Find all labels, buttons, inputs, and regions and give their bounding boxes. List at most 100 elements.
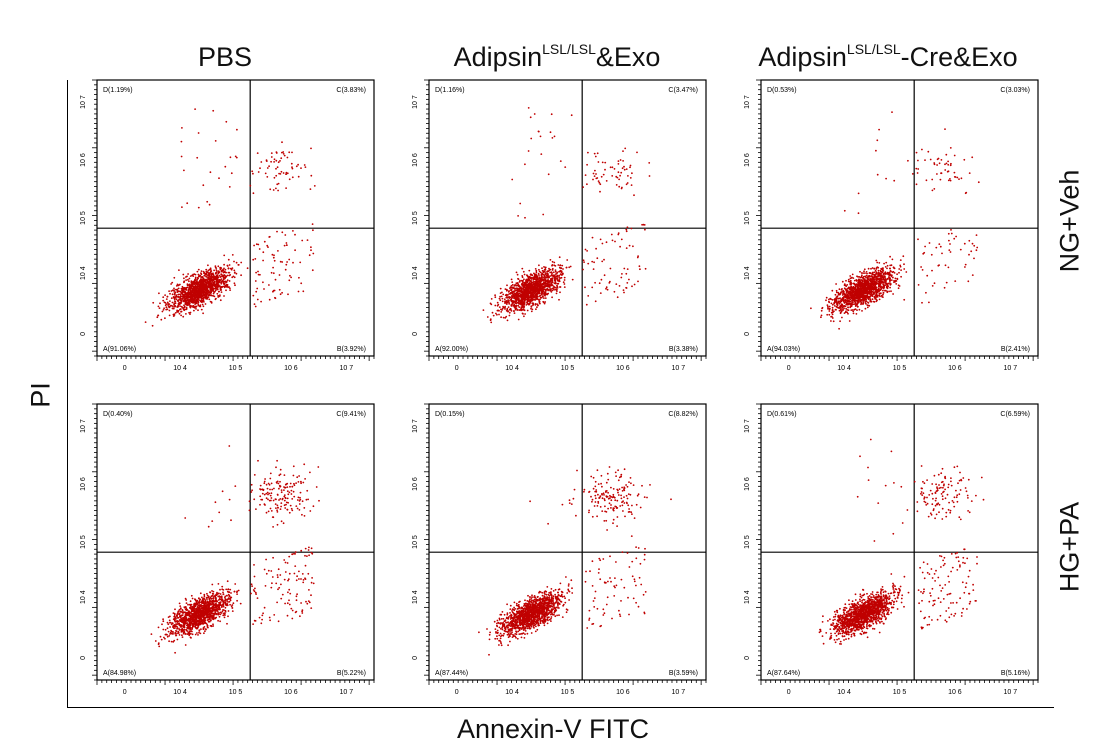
scatter-point	[266, 167, 269, 169]
scatter-point	[543, 288, 545, 290]
scatter-point	[874, 281, 877, 283]
scatter-point	[254, 258, 257, 260]
scatter-point	[859, 270, 861, 273]
scatter-point	[173, 276, 176, 279]
scatter-point	[538, 283, 541, 285]
scatter-point	[223, 285, 226, 288]
scatter-point	[549, 259, 552, 261]
scatter-point	[597, 161, 600, 163]
scatter-point	[866, 289, 869, 292]
scatter-point	[865, 303, 867, 305]
scatter-point	[198, 275, 201, 278]
scatter-point	[882, 292, 885, 294]
scatter-point	[885, 261, 888, 264]
scatter-point	[502, 293, 505, 296]
scatter-point	[605, 287, 607, 290]
scatter-point	[194, 108, 197, 110]
scatter-point	[539, 298, 541, 301]
scatter-point	[214, 265, 217, 268]
scatter-point	[215, 280, 218, 283]
scatter-point	[175, 294, 178, 297]
scatter-point	[284, 234, 287, 236]
scatter-point	[200, 289, 203, 292]
scatter-point	[975, 234, 978, 237]
scatter-point	[509, 307, 512, 310]
scatter-point	[582, 186, 584, 189]
scatter-point	[965, 191, 968, 194]
scatter-point	[856, 309, 858, 311]
scatter-point	[201, 294, 204, 297]
scatter-point	[223, 283, 226, 286]
scatter-point	[917, 284, 920, 286]
scatter-point	[220, 291, 223, 293]
scatter-point	[877, 269, 880, 272]
scatter-point	[871, 298, 874, 301]
scatter-point	[543, 302, 546, 305]
scatter-point	[868, 289, 871, 292]
scatter-point	[854, 285, 857, 288]
scatter-point	[931, 269, 933, 272]
scatter-point	[880, 270, 883, 273]
scatter-point	[875, 298, 877, 300]
scatter-point	[857, 297, 860, 299]
scatter-point	[853, 288, 855, 290]
scatter-point	[225, 286, 228, 288]
scatter-point	[626, 282, 629, 284]
scatter-point	[632, 245, 634, 248]
scatter-point	[550, 281, 553, 284]
scatter-point	[281, 151, 283, 154]
scatter-point	[198, 299, 201, 301]
scatter-point	[829, 297, 832, 300]
scatter-point	[220, 282, 223, 285]
scatter-point	[871, 283, 874, 286]
scatter-point	[267, 246, 269, 249]
scatter-point	[523, 289, 526, 292]
scatter-point	[208, 273, 211, 276]
scatter-point	[921, 148, 923, 151]
scatter-point	[976, 246, 979, 249]
scatter-point	[164, 304, 167, 307]
y-tick-label: 0	[80, 332, 87, 336]
scatter-point	[194, 279, 197, 282]
scatter-point	[637, 255, 639, 258]
scatter-point	[521, 267, 524, 270]
quadrant-label-a: A(91.06%)	[103, 346, 136, 353]
scatter-point	[544, 276, 546, 279]
scatter-point	[224, 165, 227, 168]
scatter-point	[522, 291, 525, 294]
scatter-point	[188, 302, 191, 305]
scatter-point	[849, 300, 852, 303]
scatter-point	[878, 272, 881, 275]
scatter-point	[555, 288, 558, 291]
scatter-point	[873, 283, 875, 286]
x-tick-label: 10 7	[1003, 365, 1017, 372]
scatter-point	[171, 281, 174, 284]
scatter-point	[299, 261, 302, 264]
scatter-point	[600, 278, 603, 281]
scatter-point	[847, 309, 850, 312]
scatter-point	[297, 163, 299, 166]
scatter-point	[179, 295, 182, 298]
scatter-point	[863, 268, 866, 271]
scatter-point	[530, 307, 532, 310]
scatter-point	[204, 297, 207, 299]
scatter-point	[545, 288, 548, 291]
scatter-point	[542, 300, 545, 303]
scatter-point	[620, 238, 623, 241]
y-tick-label: 10 4	[80, 266, 87, 280]
scatter-point	[520, 303, 523, 306]
scatter-point	[171, 293, 174, 296]
scatter-point	[297, 290, 300, 293]
quadrant-label-d: D(1.19%)	[103, 87, 133, 94]
scatter-point	[538, 295, 541, 297]
scatter-point	[221, 279, 224, 282]
scatter-point	[240, 261, 243, 264]
scatter-point	[512, 290, 515, 293]
scatter-point	[882, 267, 884, 269]
scatter-point	[903, 263, 905, 266]
scatter-point	[859, 291, 862, 294]
scatter-point	[907, 159, 909, 162]
scatter-point	[846, 295, 849, 297]
scatter-point	[188, 280, 190, 283]
scatter-point	[594, 155, 597, 158]
